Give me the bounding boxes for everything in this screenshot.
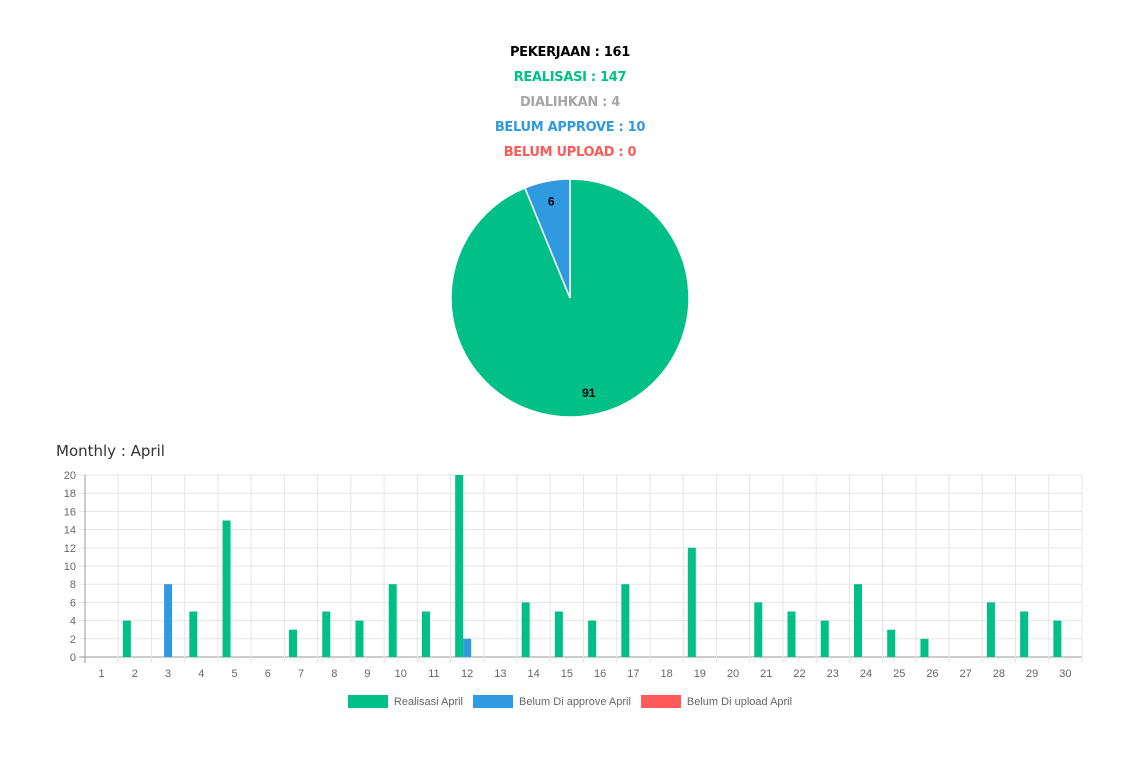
bar-realisasi-april-day-8	[322, 611, 331, 657]
bar-realisasi-april-day-2	[122, 620, 131, 657]
x-tick-label: 13	[494, 668, 506, 680]
legend-swatch-belum-upload	[640, 695, 681, 708]
y-tick-label: 14	[64, 525, 76, 537]
y-tick-label: 6	[70, 597, 76, 609]
x-tick-label: 22	[793, 668, 805, 680]
legend-item-belum-upload[interactable]: Belum Di upload April	[640, 695, 793, 708]
legend-swatch-realisasi	[347, 695, 388, 708]
x-tick-label: 26	[926, 668, 938, 680]
bar-realisasi-april-day-11	[421, 611, 430, 657]
realisasi-stat: REALISASI : 147	[513, 70, 627, 85]
x-tick-label: 7	[298, 668, 304, 680]
bar-realisasi-april-day-9	[355, 620, 364, 657]
pie-slice-value-label: 6	[548, 194, 555, 208]
x-tick-label: 16	[594, 668, 606, 680]
belum-approve-stat: BELUM APPROVE : 10	[494, 120, 646, 135]
bar-realisasi-april-day-19	[687, 547, 696, 657]
legend-swatch-belum-approve	[473, 695, 514, 708]
x-tick-label: 3	[165, 668, 171, 680]
x-tick-label: 24	[860, 668, 872, 680]
bar-legend: Realisasi April Belum Di approve April B…	[0, 695, 1140, 708]
bar-realisasi-april-day-4	[189, 611, 198, 657]
dialihkan-stat: DIALIHKAN : 4	[519, 95, 621, 110]
x-tick-label: 17	[627, 668, 639, 680]
x-tick-label: 21	[760, 668, 772, 680]
bar-realisasi-april-day-29	[1020, 611, 1029, 657]
x-tick-label: 2	[132, 668, 138, 680]
bar-realisasi-april-day-17	[621, 584, 630, 657]
x-tick-label: 19	[694, 668, 706, 680]
x-tick-label: 20	[727, 668, 739, 680]
x-tick-label: 4	[198, 668, 204, 680]
monthly-title: Monthly : April	[56, 442, 165, 460]
y-tick-label: 16	[64, 506, 76, 518]
x-tick-label: 1	[99, 668, 105, 680]
bar-realisasi-april-day-30	[1053, 620, 1062, 657]
y-tick-label: 0	[70, 652, 76, 664]
x-tick-label: 6	[265, 668, 271, 680]
bar-realisasi-april-day-14	[521, 602, 530, 657]
legend-item-belum-approve[interactable]: Belum Di approve April	[473, 695, 631, 708]
bar-belum-di-approve-april-day-3	[164, 584, 173, 657]
x-tick-label: 15	[561, 668, 573, 680]
pie-slice-value-label: 91	[582, 386, 596, 400]
bar-realisasi-april-day-25	[887, 629, 896, 657]
legend-label-belum-upload: Belum Di upload April	[686, 695, 793, 708]
bar-realisasi-april-day-21	[754, 602, 763, 657]
bar-belum-di-approve-april-day-12	[463, 638, 472, 657]
y-tick-label: 4	[70, 616, 76, 628]
bar-realisasi-april-day-24	[853, 584, 862, 657]
x-tick-label: 10	[395, 668, 407, 680]
legend-label-realisasi: Realisasi April	[393, 695, 464, 708]
bar-realisasi-april-day-23	[820, 620, 829, 657]
bar-realisasi-april-day-5	[222, 520, 231, 657]
x-tick-label: 29	[1026, 668, 1038, 680]
summary-stats: PEKERJAAN : 161 REALISASI : 147 DIALIHKA…	[0, 40, 1140, 165]
pie-slice-belum-approve	[523, 178, 571, 299]
bar-realisasi-april-day-16	[588, 620, 597, 657]
x-tick-label: 9	[364, 668, 370, 680]
belum-upload-stat: BELUM UPLOAD : 0	[503, 145, 637, 160]
x-tick-label: 25	[893, 668, 905, 680]
y-tick-label: 12	[64, 543, 76, 555]
x-tick-label: 11	[428, 668, 439, 680]
y-tick-label: 8	[70, 579, 76, 591]
pekerjaan-stat: PEKERJAAN : 161	[509, 45, 631, 60]
legend-item-realisasi[interactable]: Realisasi April	[347, 695, 464, 708]
pie-chart: 91 6	[450, 178, 690, 418]
x-tick-label: 8	[331, 668, 337, 680]
x-tick-label: 28	[993, 668, 1005, 680]
x-tick-label: 12	[461, 668, 473, 680]
x-tick-label: 5	[231, 668, 237, 680]
x-tick-label: 27	[960, 668, 972, 680]
y-tick-label: 10	[64, 561, 76, 573]
y-tick-label: 20	[64, 470, 76, 482]
y-tick-label: 18	[64, 488, 76, 500]
bar-realisasi-april-day-26	[920, 638, 929, 657]
x-tick-label: 18	[660, 668, 672, 680]
legend-label-belum-approve: Belum Di approve April	[519, 695, 631, 708]
bar-realisasi-april-day-10	[388, 584, 397, 657]
bar-realisasi-april-day-22	[787, 611, 796, 657]
x-tick-label: 23	[827, 668, 839, 680]
bar-realisasi-april-day-28	[986, 602, 995, 657]
bar-realisasi-april-day-12	[455, 475, 464, 657]
y-tick-label: 2	[70, 634, 76, 646]
bar-realisasi-april-day-7	[289, 629, 298, 657]
x-tick-label: 30	[1059, 668, 1071, 680]
bar-realisasi-april-day-15	[554, 611, 563, 657]
x-tick-label: 14	[528, 668, 540, 680]
